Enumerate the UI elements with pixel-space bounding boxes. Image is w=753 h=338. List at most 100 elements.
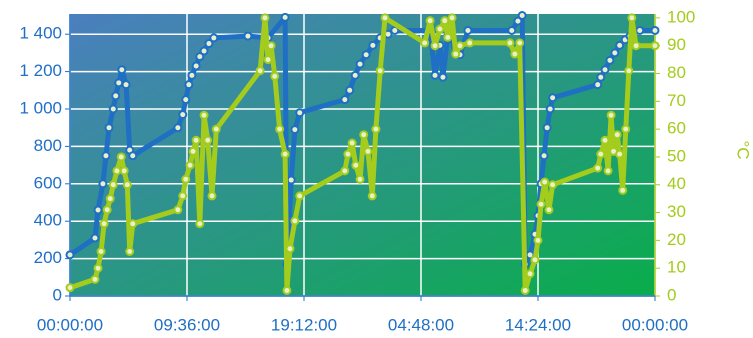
data-point	[204, 39, 214, 49]
y2-tick-label: 70	[667, 91, 686, 110]
series-line	[69, 15, 655, 293]
data-point	[420, 38, 430, 48]
data-point	[447, 13, 457, 23]
data-point	[438, 72, 448, 82]
x-tick-label: 14:24:00	[505, 315, 571, 334]
data-point	[615, 40, 625, 50]
data-point	[108, 180, 118, 190]
y-tick-label: 1 200	[19, 61, 62, 80]
data-point	[181, 95, 191, 105]
data-point	[520, 285, 530, 295]
data-point	[93, 205, 103, 215]
data-point	[596, 72, 606, 82]
data-point	[255, 66, 265, 76]
data-point	[119, 166, 129, 176]
data-point	[536, 199, 546, 209]
data-point	[104, 123, 114, 133]
data-point	[295, 108, 305, 118]
data-point	[631, 41, 641, 51]
data-point	[513, 16, 523, 26]
data-point	[65, 250, 75, 260]
data-point	[371, 124, 381, 134]
data-point	[515, 38, 525, 48]
data-point	[286, 175, 296, 185]
y-tick-label: 1 400	[19, 24, 62, 43]
data-point	[65, 283, 75, 293]
data-point	[173, 123, 183, 133]
data-point	[650, 25, 660, 35]
data-point	[368, 40, 378, 50]
data-point	[340, 95, 350, 105]
data-point	[290, 125, 300, 135]
data-point	[533, 235, 543, 245]
data-point	[173, 205, 183, 215]
y2-tick-label: 0	[667, 285, 676, 304]
y-tick-label: 600	[34, 173, 62, 192]
data-point	[128, 219, 138, 229]
data-point	[105, 194, 115, 204]
data-point	[351, 160, 361, 170]
data-point	[440, 16, 450, 26]
data-point	[600, 135, 610, 145]
data-point	[199, 46, 209, 56]
data-point	[181, 174, 191, 184]
data-point	[93, 263, 103, 273]
y2-tick-label: 80	[667, 63, 686, 82]
y-tick-label: 0	[53, 285, 62, 304]
data-point	[530, 255, 540, 265]
data-point	[451, 49, 461, 59]
data-point	[90, 274, 100, 284]
data-point	[615, 149, 625, 159]
y2-tick-label: 60	[667, 119, 686, 138]
data-point	[610, 48, 620, 58]
x-tick-label: 19:12:00	[271, 315, 337, 334]
data-point	[116, 152, 126, 162]
data-point	[195, 219, 205, 229]
data-point	[542, 123, 552, 133]
x-tick-label: 00:00:00	[622, 315, 688, 334]
data-point	[260, 13, 270, 23]
y2-tick-label: 10	[667, 258, 686, 277]
x-tick-label: 04:48:00	[388, 315, 454, 334]
data-point	[122, 180, 132, 190]
data-point	[380, 13, 390, 23]
data-point	[125, 247, 135, 257]
data-point	[548, 180, 558, 190]
data-point	[600, 65, 610, 75]
data-point	[184, 80, 194, 90]
data-point	[618, 185, 628, 195]
data-point	[191, 61, 201, 71]
data-point	[517, 10, 527, 20]
data-point	[295, 191, 305, 201]
data-point	[203, 135, 213, 145]
data-point	[430, 41, 440, 51]
data-point	[263, 55, 273, 65]
data-point	[612, 130, 622, 140]
data-point	[507, 25, 517, 35]
data-point	[367, 191, 377, 201]
data-point	[96, 247, 106, 257]
data-point	[117, 65, 127, 75]
y-tick-label: 800	[34, 136, 62, 155]
data-point	[361, 50, 371, 60]
data-point	[345, 85, 355, 95]
data-point	[178, 191, 188, 201]
data-point	[605, 55, 615, 65]
data-point	[363, 146, 373, 156]
data-point	[463, 25, 473, 35]
data-point	[128, 151, 138, 161]
data-point	[211, 124, 221, 134]
data-point	[548, 93, 558, 103]
y2-axis-title: °C	[734, 140, 753, 159]
data-point	[545, 104, 555, 114]
x-tick-label: 00:00:00	[37, 315, 103, 334]
data-point	[112, 166, 122, 176]
data-point	[185, 160, 195, 170]
data-point	[624, 66, 634, 76]
data-point	[280, 149, 290, 159]
data-point	[425, 16, 435, 26]
data-point	[285, 244, 295, 254]
y2-tick-label: 40	[667, 174, 686, 193]
data-point	[347, 138, 357, 148]
